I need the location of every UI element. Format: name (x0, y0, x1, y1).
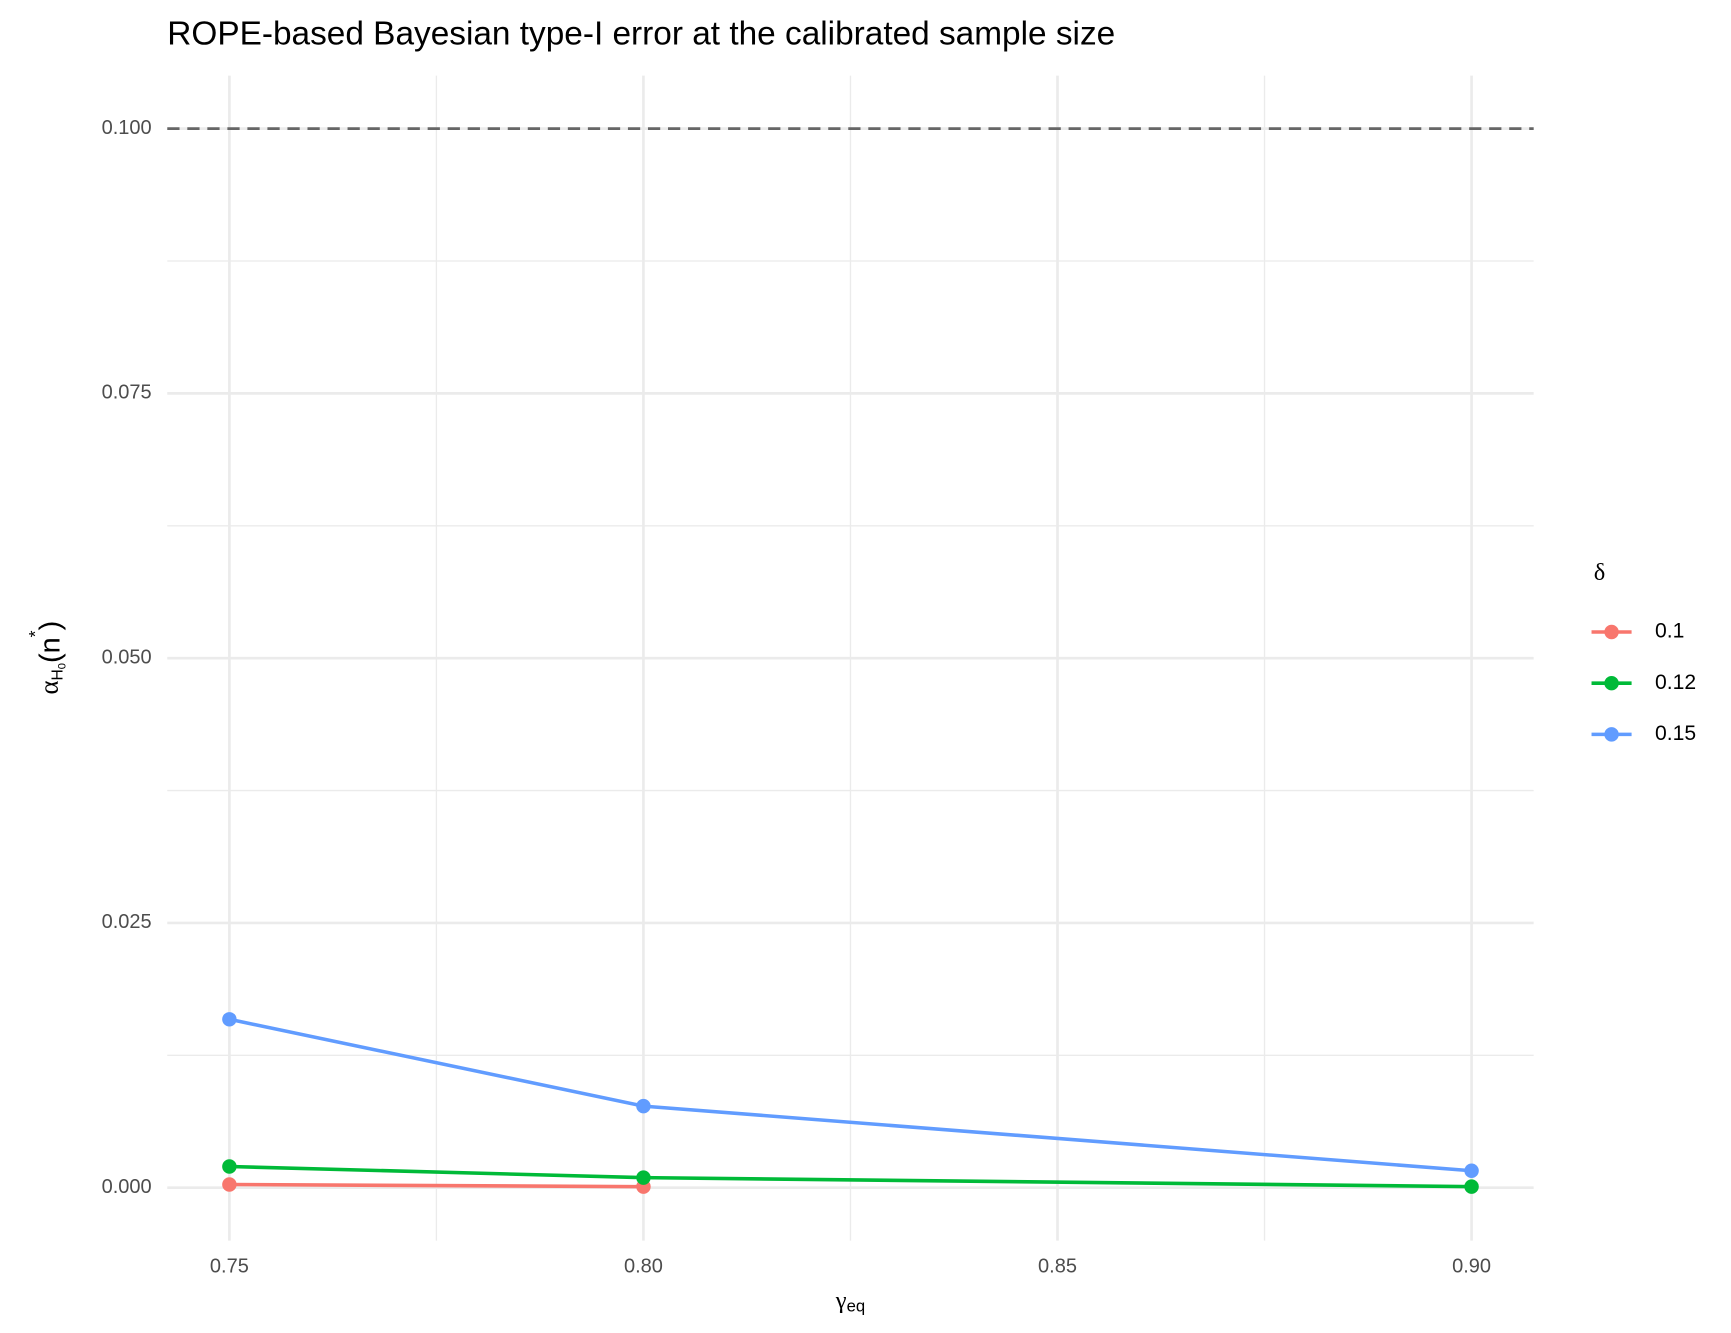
legend-label: 0.12 (1655, 671, 1696, 694)
series-line (229, 1182, 644, 1189)
chart-title: ROPE-based Bayesian type-I error at the … (167, 15, 1115, 52)
x-tick-label: 0.90 (1452, 1256, 1491, 1278)
y-label-sub: H (49, 669, 66, 680)
y-tick-label: 0.100 (102, 117, 152, 139)
data-point (1464, 1163, 1479, 1178)
x-tick-label: 0.80 (624, 1256, 663, 1278)
grid (167, 75, 1534, 1241)
y-label-open: (n (34, 637, 66, 663)
legend-label: 0.1 (1655, 620, 1684, 643)
data-point (636, 1170, 651, 1185)
y-label-close: ) (34, 621, 66, 631)
y-label-subsub: 0 (57, 663, 69, 669)
data-point (1464, 1179, 1479, 1194)
legend-title: δ (1594, 559, 1606, 586)
x-axis-label: γeq (835, 1286, 865, 1315)
y-label-sup: * (25, 630, 45, 637)
data-point (636, 1098, 651, 1114)
x-label-main: γ (835, 1286, 847, 1313)
x-tick-label: 0.85 (1038, 1256, 1077, 1278)
data-point (222, 1159, 237, 1174)
y-axis-label: αH0(n*) (25, 621, 69, 695)
legend-key-point (1604, 624, 1619, 640)
y-tick-label: 0.000 (102, 1176, 152, 1198)
legend-label: 0.15 (1655, 722, 1696, 745)
y-tick-label: 0.025 (102, 911, 152, 933)
y-tick-label: 0.050 (102, 646, 152, 668)
data-point (222, 1177, 237, 1192)
x-tick-label: 0.75 (210, 1256, 249, 1278)
data-point (222, 1012, 237, 1027)
legend-key-point (1604, 727, 1619, 742)
y-label-main: α (34, 680, 64, 694)
y-tick-label: 0.075 (102, 382, 152, 404)
x-label-sub: eq (847, 1297, 866, 1316)
legend-key-point (1604, 675, 1619, 691)
